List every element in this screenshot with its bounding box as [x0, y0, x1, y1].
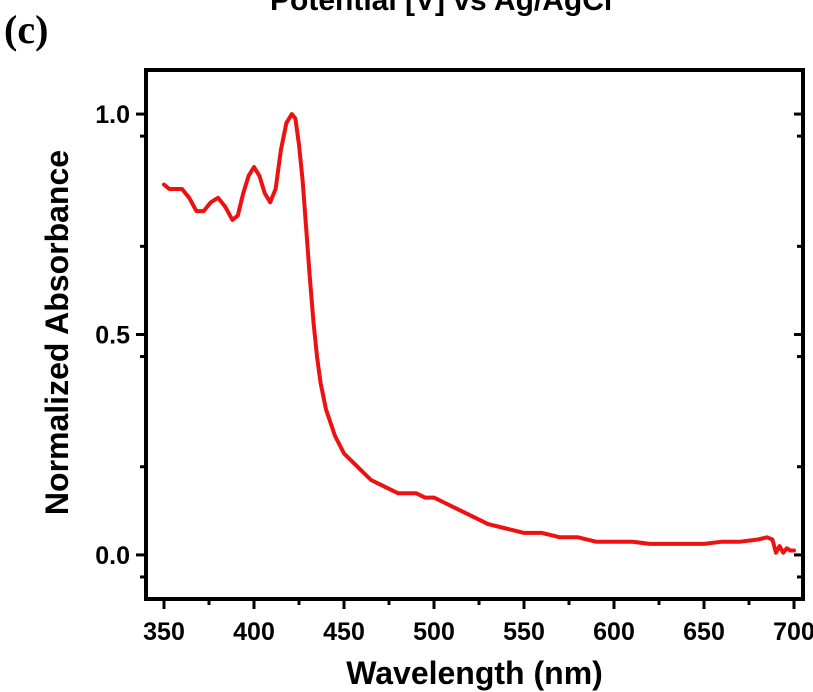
x-tick-label: 400 [233, 618, 275, 646]
series-line-absorbance [162, 112, 796, 555]
x-tick-label: 450 [323, 618, 365, 646]
panel-label: (c) [4, 7, 49, 52]
y-tick-label: 1.0 [95, 101, 130, 129]
y-axis-title: Normalized Absorbance [39, 150, 75, 515]
x-tick-label: 600 [593, 618, 635, 646]
y-tick-label: 0.0 [95, 542, 130, 570]
x-tick-label: 550 [503, 618, 545, 646]
x-tick-label: 650 [683, 618, 725, 646]
y-tick-label: 0.5 [95, 322, 130, 350]
x-axis-title: Wavelength (nm) [346, 655, 603, 691]
x-tick-label: 500 [413, 618, 455, 646]
x-tick-label: 350 [143, 618, 185, 646]
cropped-title-text: Potential [V] vs Ag/AgCl [270, 0, 613, 17]
ticks-layer [136, 112, 803, 609]
tick-labels-layer: 350 400 450 500 550 600 650 700 0.0 0.5 1.0 [95, 101, 813, 646]
plot-frame [144, 68, 805, 601]
x-tick-label: 700 [773, 618, 813, 646]
